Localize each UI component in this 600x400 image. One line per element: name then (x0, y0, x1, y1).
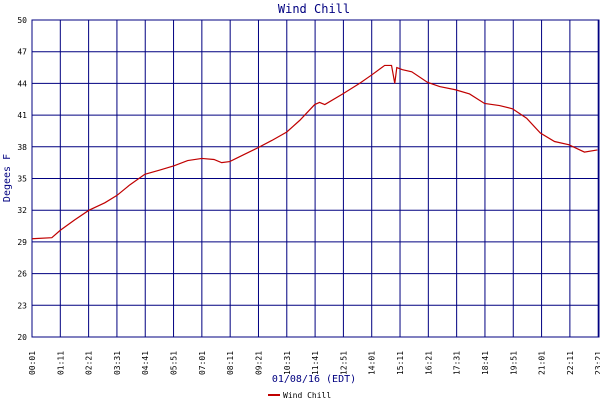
x-tick-label: 03:31 (113, 351, 122, 375)
x-tick-label: 14:01 (368, 351, 377, 375)
y-tick-label: 29 (17, 238, 27, 247)
y-tick-label: 50 (17, 16, 27, 25)
x-tick-label: 02:21 (85, 351, 94, 375)
y-axis-label: Degees F (2, 154, 13, 202)
y-tick-label: 32 (17, 206, 27, 215)
x-tick-label: 19:51 (509, 351, 518, 375)
x-tick-label: 22:11 (566, 351, 575, 375)
x-tick-label: 10:31 (283, 351, 292, 375)
x-tick-label: 04:41 (141, 351, 150, 375)
x-tick-label: 05:51 (170, 351, 179, 375)
plot-frame (31, 19, 600, 338)
x-axis-label: 01/08/16 (EDT) (272, 374, 356, 385)
x-tick-label: 08:11 (226, 351, 235, 375)
x-tick-label: 01:11 (56, 351, 65, 375)
x-tick-label: 15:11 (396, 351, 405, 375)
x-tick-label: 11:41 (311, 351, 320, 375)
x-tick-label: 23:21 (594, 351, 600, 375)
y-tick-label: 20 (17, 333, 27, 342)
x-tick-label: 09:21 (254, 351, 263, 375)
x-tick-label: 12:51 (339, 351, 348, 375)
y-tick-label: 38 (17, 143, 27, 152)
x-tick-label: 07:01 (198, 351, 207, 375)
y-tick-label: 44 (17, 79, 27, 88)
x-tick-label: 18:41 (481, 351, 490, 375)
y-tick-label: 41 (17, 111, 27, 120)
data-line (31, 64, 598, 240)
x-tick-label: 16:21 (424, 351, 433, 375)
y-tick-label: 35 (17, 175, 27, 184)
x-tick-label: 17:31 (453, 351, 462, 375)
y-tick-label: 26 (17, 270, 27, 279)
x-tick-label: 00:01 (28, 351, 37, 375)
legend-label: Wind Chill (283, 391, 331, 400)
chart-title: Wind Chill (278, 2, 350, 16)
y-tick-label: 47 (17, 48, 27, 57)
x-tick-label: 21:01 (538, 351, 547, 375)
y-tick-label: 23 (17, 301, 27, 310)
